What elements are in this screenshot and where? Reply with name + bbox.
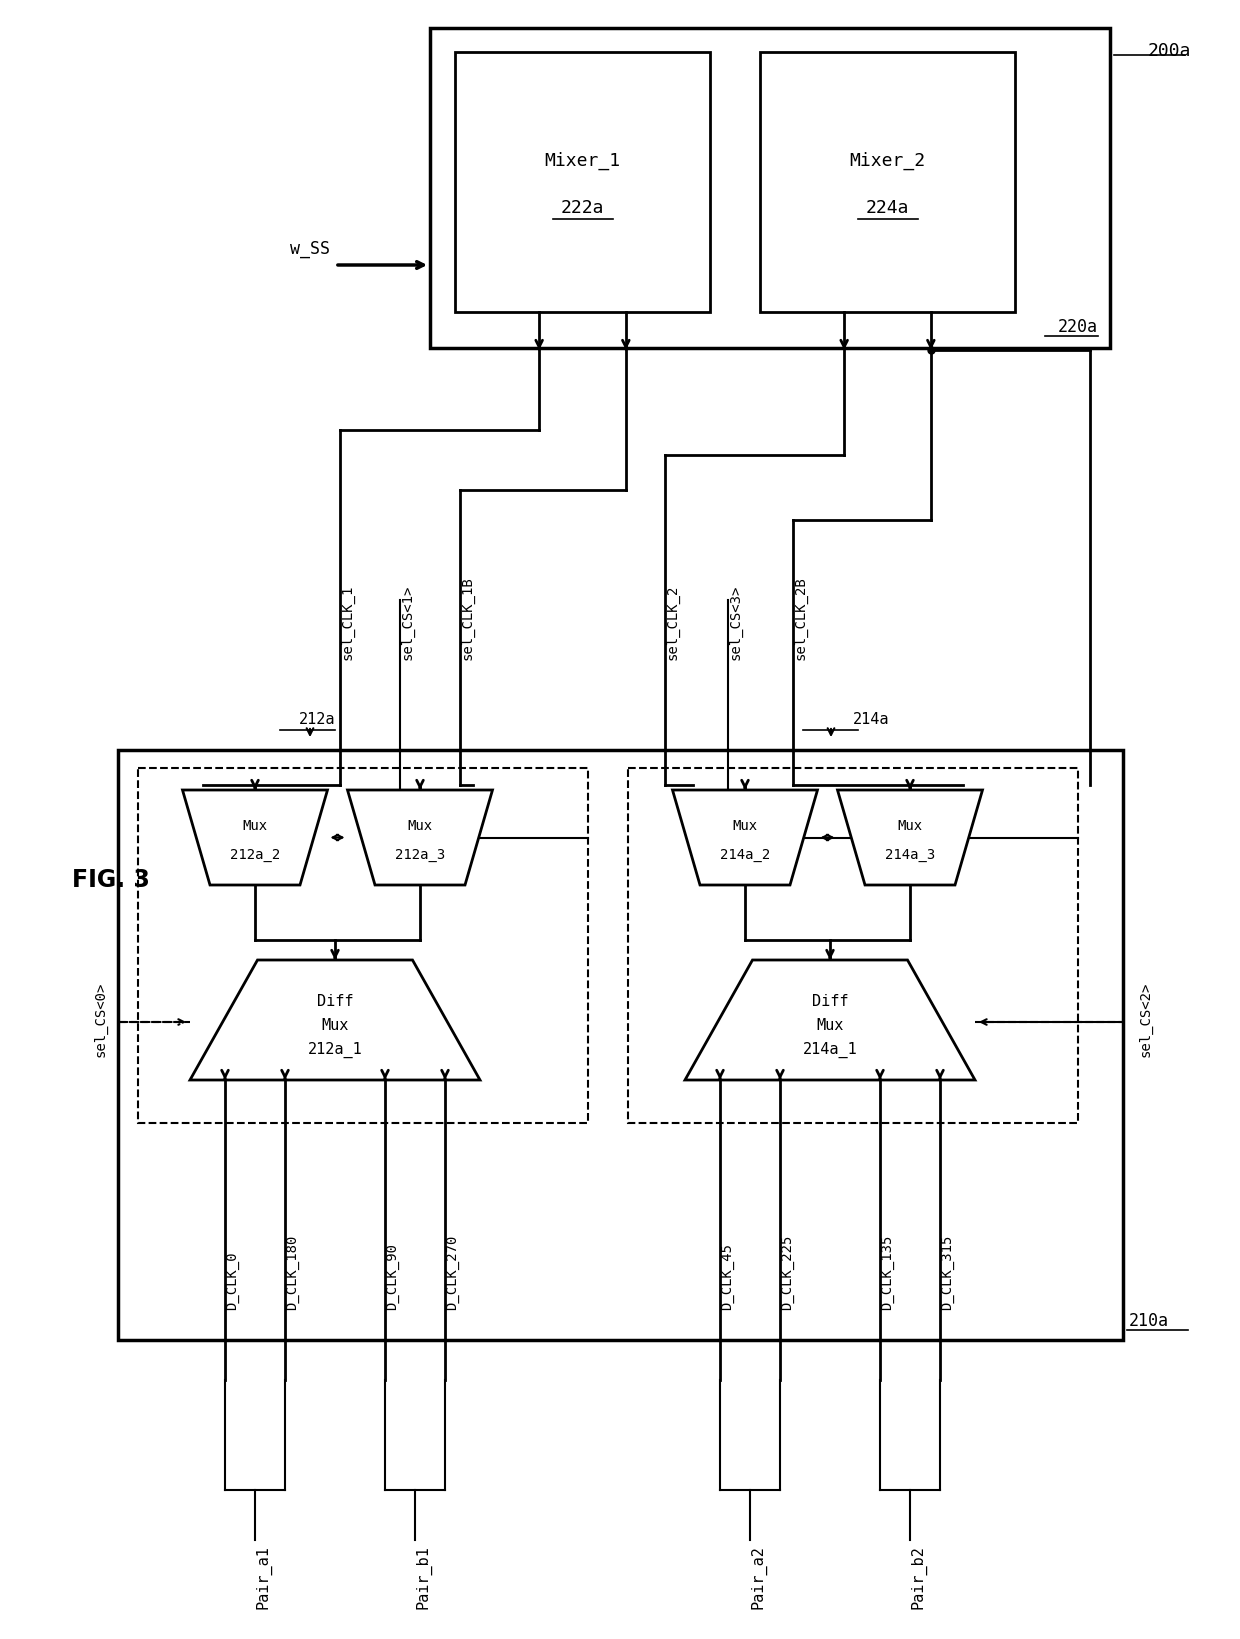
Text: sel_CS<3>: sel_CS<3> [728, 585, 743, 661]
Text: D_CLK_135: D_CLK_135 [880, 1234, 894, 1310]
Text: 222a: 222a [560, 198, 604, 216]
Text: 200a: 200a [1148, 43, 1192, 61]
Text: sel_CS<1>: sel_CS<1> [401, 585, 414, 661]
Bar [760, 52, 1016, 311]
Text: Mux: Mux [243, 820, 268, 833]
Text: sel_CLK_2B: sel_CLK_2B [794, 577, 807, 661]
Bar [118, 751, 1123, 1341]
Text: D_CLK_270: D_CLK_270 [445, 1234, 459, 1310]
Text: 212a_3: 212a_3 [394, 847, 445, 862]
Text: 214a_3: 214a_3 [885, 847, 935, 862]
Polygon shape [684, 960, 975, 1080]
Text: Mux: Mux [898, 820, 923, 833]
Text: D_CLK_315: D_CLK_315 [940, 1234, 954, 1310]
Text: sel_CLK_2: sel_CLK_2 [665, 585, 680, 661]
Text: 214a_2: 214a_2 [720, 847, 770, 862]
Text: 214a_1: 214a_1 [802, 1042, 857, 1059]
Polygon shape [190, 960, 480, 1080]
Text: D_CLK_90: D_CLK_90 [384, 1242, 399, 1310]
Text: D_CLK_180: D_CLK_180 [285, 1234, 299, 1310]
Text: Diff: Diff [316, 995, 353, 1010]
Text: Mixer_2: Mixer_2 [849, 152, 925, 170]
Polygon shape [837, 790, 982, 885]
Text: Pair_b2: Pair_b2 [910, 1546, 926, 1609]
Text: Mux: Mux [321, 1018, 348, 1034]
Bar [138, 769, 588, 1123]
Text: FIG. 3: FIG. 3 [72, 869, 150, 892]
Text: 220a: 220a [1058, 318, 1097, 336]
Text: D_CLK_225: D_CLK_225 [780, 1234, 794, 1310]
Bar [430, 28, 1110, 347]
Text: 210a: 210a [1128, 1311, 1169, 1329]
Text: 214a: 214a [853, 713, 889, 728]
Text: 212a_1: 212a_1 [308, 1042, 362, 1059]
Polygon shape [182, 790, 327, 885]
Text: sel_CS<0>: sel_CS<0> [93, 982, 107, 1057]
Text: Diff: Diff [812, 995, 848, 1010]
Text: D_CLK_45: D_CLK_45 [720, 1242, 734, 1310]
Text: sel_CLK_1: sel_CLK_1 [340, 585, 355, 661]
Text: Pair_b1: Pair_b1 [415, 1546, 432, 1609]
Bar [627, 769, 1078, 1123]
Text: D_CLK_0: D_CLK_0 [224, 1251, 239, 1310]
Text: Pair_a1: Pair_a1 [255, 1546, 272, 1609]
Polygon shape [347, 790, 492, 885]
Text: Mixer_1: Mixer_1 [544, 152, 620, 170]
Text: 212a: 212a [299, 713, 335, 728]
Text: sel_CS<2>: sel_CS<2> [1138, 982, 1152, 1057]
Text: Mux: Mux [733, 820, 758, 833]
Text: w_SS: w_SS [290, 239, 330, 257]
Text: 212a_2: 212a_2 [229, 847, 280, 862]
Text: 224a: 224a [866, 198, 909, 216]
Bar [455, 52, 711, 311]
Text: Mux: Mux [408, 820, 433, 833]
Text: Pair_a2: Pair_a2 [750, 1546, 766, 1609]
Polygon shape [672, 790, 817, 885]
Text: Mux: Mux [816, 1018, 843, 1034]
Text: sel_CLK_1B: sel_CLK_1B [460, 577, 474, 661]
